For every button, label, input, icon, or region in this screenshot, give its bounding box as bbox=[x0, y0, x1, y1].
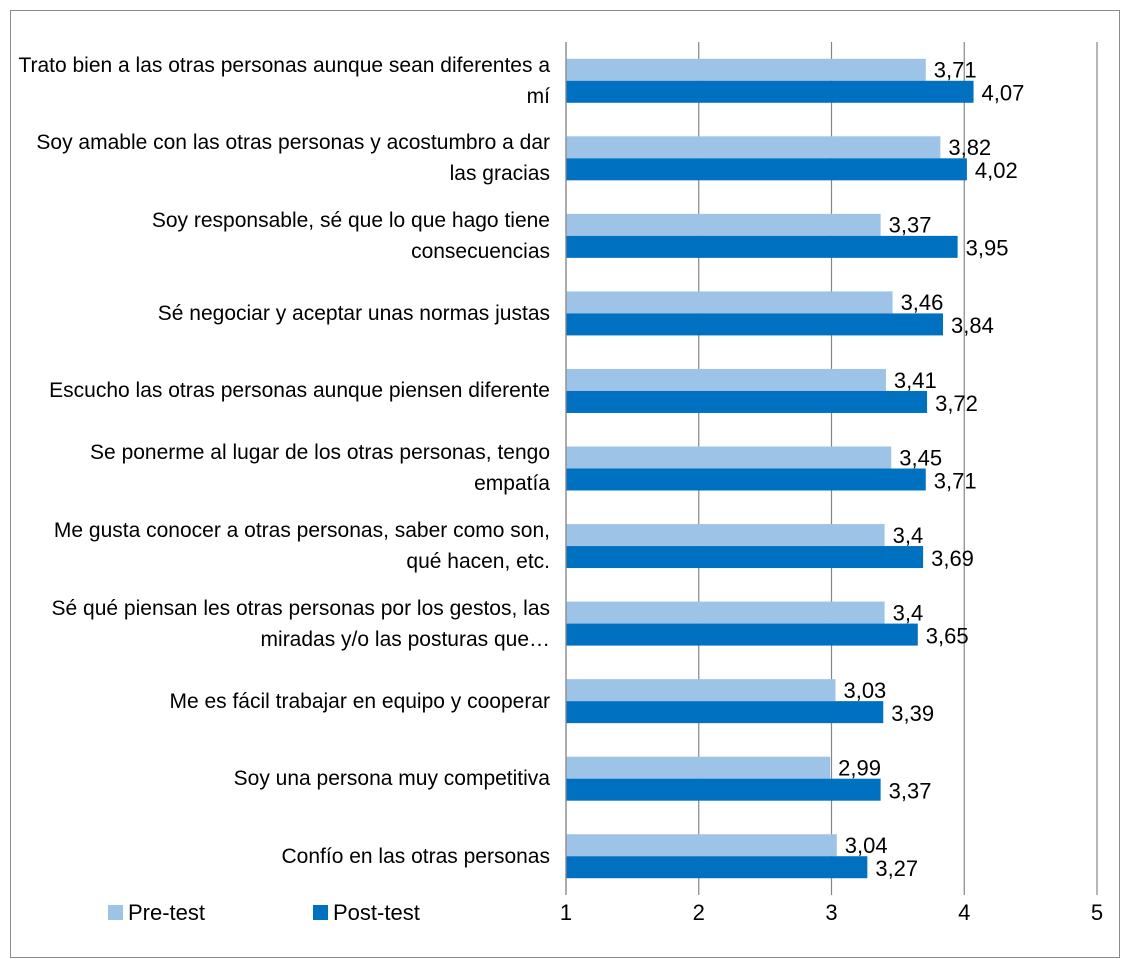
bar bbox=[566, 80, 974, 103]
bar bbox=[566, 546, 924, 569]
bar bbox=[566, 58, 926, 81]
legend-swatch bbox=[108, 905, 123, 920]
category-label: Sé negociar y aceptar unas normas justas bbox=[157, 301, 550, 325]
data-label: 3,84 bbox=[951, 313, 994, 338]
bar bbox=[566, 756, 831, 779]
bar bbox=[566, 213, 881, 236]
data-label: 3,95 bbox=[966, 236, 1009, 261]
bar bbox=[566, 235, 958, 258]
data-label: 3,37 bbox=[889, 778, 932, 803]
data-label: 3,71 bbox=[934, 58, 977, 83]
bar bbox=[566, 291, 893, 314]
bar bbox=[566, 601, 885, 624]
data-label: 3,71 bbox=[934, 468, 977, 493]
bar bbox=[566, 679, 836, 702]
bar bbox=[566, 701, 884, 724]
bar bbox=[566, 856, 868, 879]
data-label: 3,27 bbox=[875, 856, 918, 881]
category-label: Se ponerme al lugar de los otras persona… bbox=[90, 441, 550, 496]
category-label: Me gusta conocer a otras personas, saber… bbox=[53, 519, 550, 574]
data-label: 4,07 bbox=[982, 81, 1025, 106]
data-label: 3,4 bbox=[893, 600, 924, 625]
data-label: 2,99 bbox=[838, 755, 881, 780]
bar bbox=[566, 313, 944, 336]
category-label: Escucho las otras personas aunque piense… bbox=[49, 379, 550, 403]
bar bbox=[566, 834, 837, 857]
category-label: Confío en las otras personas bbox=[281, 844, 551, 868]
category-label: Soy responsable, sé que lo que hago tien… bbox=[151, 208, 550, 263]
x-tick-label: 4 bbox=[958, 900, 970, 925]
x-tick-label: 5 bbox=[1091, 900, 1103, 925]
data-label: 3,72 bbox=[935, 391, 978, 416]
legend-swatch bbox=[313, 905, 328, 920]
legend-label: Post-test bbox=[333, 900, 420, 925]
legend-label: Pre-test bbox=[128, 900, 205, 925]
data-label: 3,65 bbox=[926, 623, 969, 648]
bar bbox=[566, 368, 886, 391]
data-label: 3,46 bbox=[901, 290, 944, 315]
data-label: 3,37 bbox=[889, 213, 932, 238]
bar bbox=[566, 468, 926, 491]
data-label: 3,4 bbox=[893, 523, 924, 548]
bar bbox=[566, 778, 881, 801]
bar bbox=[566, 136, 941, 159]
data-label: 3,82 bbox=[948, 135, 991, 160]
data-label: 3,45 bbox=[899, 445, 942, 470]
bar bbox=[566, 623, 918, 646]
data-label: 3,04 bbox=[845, 833, 888, 858]
bar bbox=[566, 390, 928, 413]
category-label: Soy amable con las otras personas y acos… bbox=[36, 131, 550, 186]
data-label: 3,39 bbox=[891, 701, 934, 726]
category-label: Sé qué piensan les otras personas por lo… bbox=[51, 596, 550, 651]
chart-border bbox=[10, 10, 1120, 958]
x-tick-label: 3 bbox=[825, 900, 837, 925]
data-label: 3,03 bbox=[843, 678, 886, 703]
data-label: 4,02 bbox=[975, 158, 1018, 183]
category-label: Me es fácil trabajar en equipo y coopera… bbox=[169, 689, 550, 713]
bar bbox=[566, 158, 967, 181]
bar bbox=[566, 524, 885, 547]
data-label: 3,41 bbox=[894, 368, 937, 393]
data-label: 3,69 bbox=[931, 546, 974, 571]
x-tick-label: 2 bbox=[693, 900, 705, 925]
category-label: Soy una persona muy competitiva bbox=[233, 767, 550, 791]
category-label: Trato bien a las otras personas aunque s… bbox=[18, 53, 550, 108]
bar bbox=[566, 446, 892, 469]
x-tick-label: 1 bbox=[560, 900, 572, 925]
